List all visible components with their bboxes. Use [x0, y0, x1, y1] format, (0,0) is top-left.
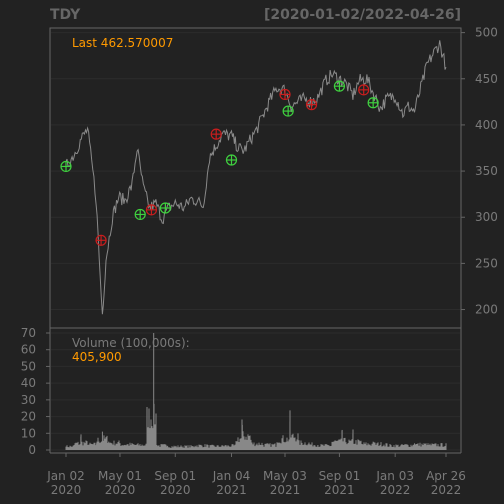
- price-panel-frame: [49, 27, 462, 329]
- last-price-label: Last 462.570007: [72, 36, 173, 50]
- volume-series: [65, 333, 447, 450]
- price-tick-label: 250: [475, 256, 498, 270]
- x-tick-year: 2020: [160, 483, 191, 497]
- price-tick-label: 400: [475, 118, 498, 132]
- x-tick-label: May 03: [263, 469, 307, 483]
- x-tick-label: Jan 02: [46, 469, 85, 483]
- x-tick-label: May 01: [98, 469, 142, 483]
- volume-tick-label: 70: [21, 326, 36, 340]
- x-tick-year: 2020: [105, 483, 136, 497]
- symbol-title: TDY: [50, 7, 81, 23]
- volume-label: Volume (100,000s):: [72, 336, 190, 350]
- price-tick-label: 350: [475, 164, 498, 178]
- price-tick-label: 500: [475, 26, 498, 40]
- price-line: [65, 40, 447, 315]
- x-tick-label: Apr 26: [426, 469, 466, 483]
- x-tick-year: 2021: [270, 483, 301, 497]
- price-tick-label: 450: [475, 72, 498, 86]
- trade-markers: [60, 80, 379, 246]
- volume-value: 405,900: [72, 350, 122, 364]
- price-series: [65, 40, 447, 315]
- x-tick-label: Jan 04: [212, 469, 251, 483]
- x-tick-label: Jan 03: [375, 469, 414, 483]
- x-tick-year: 2020: [51, 483, 82, 497]
- volume-tick-label: 30: [21, 393, 36, 407]
- price-tick-label: 300: [475, 210, 498, 224]
- x-tick-year: 2022: [380, 483, 411, 497]
- x-tick-year: 2021: [324, 483, 355, 497]
- date-range-label: [2020-01-02/2022-04-26]: [264, 7, 461, 23]
- x-tick-label: Sep 01: [319, 469, 361, 483]
- x-tick-year: 2022: [431, 483, 462, 497]
- price-tick-label: 200: [475, 303, 498, 317]
- x-tick-label: Sep 01: [154, 469, 196, 483]
- volume-tick-label: 20: [21, 410, 36, 424]
- volume-axis-ticks: 0 10 20 30 40 50 60 70: [21, 326, 50, 457]
- volume-tick-label: 0: [28, 443, 36, 457]
- volume-tick-label: 40: [21, 376, 36, 390]
- volume-tick-label: 10: [21, 426, 36, 440]
- volume-tick-label: 60: [21, 343, 36, 357]
- volume-tick-label: 50: [21, 359, 36, 373]
- grid-lines: [51, 32, 460, 451]
- x-tick-year: 2021: [216, 483, 247, 497]
- price-axis-ticks: 200 250 300 350 400 450 500: [461, 26, 498, 317]
